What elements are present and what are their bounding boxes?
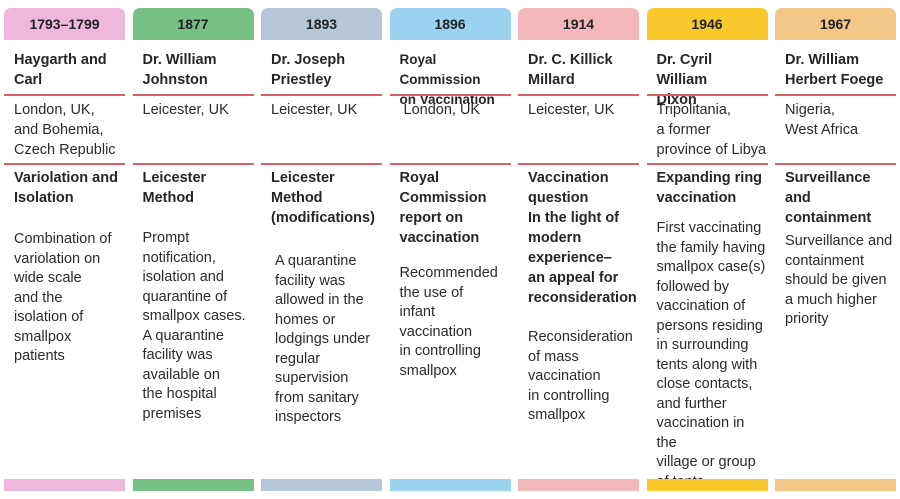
method-title: Vaccination question In the light of mod… bbox=[528, 170, 637, 306]
year-tab: 1914 bbox=[518, 8, 639, 40]
divider bbox=[389, 163, 511, 165]
timeline-column-1893: 1893 Dr. Joseph Priestley Leicester, UK … bbox=[261, 0, 382, 499]
divider bbox=[518, 94, 639, 96]
divider bbox=[518, 163, 639, 165]
year-tab: 1877 bbox=[132, 8, 254, 40]
divider bbox=[4, 94, 125, 96]
researcher-name: Dr. C. Killick Millard bbox=[528, 52, 613, 88]
year-footer-bar bbox=[4, 479, 125, 491]
method-description: Reconsideration of mass vaccination in c… bbox=[528, 329, 633, 423]
timeline-column-1793: 1793–1799 Haygarth and Carl London, UK, … bbox=[4, 0, 125, 499]
timeline-column-1946: 1946 Dr. Cyril William Dixon Tripolitani… bbox=[646, 0, 768, 499]
year-footer-bar bbox=[518, 479, 639, 491]
method-description: Recommended the use of infant vaccinatio… bbox=[399, 265, 498, 379]
method-title: Leicester Method (modifications) bbox=[271, 170, 375, 226]
method-title: Variolation and Isolation bbox=[14, 170, 118, 206]
researcher-name: Royal Commission on Vaccination bbox=[399, 52, 495, 107]
location: Leicester, UK bbox=[271, 102, 358, 118]
year-tab: 1793–1799 bbox=[4, 8, 125, 40]
location: London, UK, and Bohemia, Czech Republic bbox=[14, 102, 116, 158]
divider bbox=[775, 94, 896, 96]
year-footer-bar bbox=[646, 479, 768, 491]
year-footer-bar bbox=[132, 479, 254, 491]
year-footer-bar bbox=[775, 479, 896, 491]
divider bbox=[775, 163, 896, 165]
year-tab: 1946 bbox=[646, 8, 768, 40]
location: Tripolitania, a former province of Libya bbox=[656, 102, 767, 158]
researcher-name: Dr. Joseph Priestley bbox=[271, 52, 346, 88]
method-description: Surveillance and containment should be g… bbox=[785, 233, 893, 327]
divider bbox=[646, 94, 768, 96]
location: London, UK bbox=[403, 102, 481, 118]
timeline-column-1896: 1896 Royal Commission on Vaccination Lon… bbox=[389, 0, 511, 499]
method-description: Combination of variolation on wide scale… bbox=[14, 231, 112, 364]
divider bbox=[646, 163, 768, 165]
method-title: Leicester Method bbox=[142, 170, 207, 206]
year-footer-bar bbox=[389, 479, 511, 491]
timeline-column-1914: 1914 Dr. C. Killick Millard Leicester, U… bbox=[518, 0, 639, 499]
year-footer-bar bbox=[261, 479, 382, 491]
year-tab: 1896 bbox=[389, 8, 511, 40]
researcher-name: Dr. Cyril William Dixon bbox=[656, 52, 713, 108]
divider bbox=[261, 94, 382, 96]
method-description: Prompt notification, isolation and quara… bbox=[142, 230, 246, 422]
location: Leicester, UK bbox=[528, 102, 615, 118]
divider bbox=[389, 94, 511, 96]
method-title: Royal Commission report on vaccination bbox=[399, 170, 487, 246]
divider bbox=[4, 163, 125, 165]
timeline-column-1877: 1877 Dr. William Johnston Leicester, UK … bbox=[132, 0, 254, 499]
method-description: A quarantine facility was allowed in the… bbox=[275, 253, 371, 425]
year-tab: 1893 bbox=[261, 8, 382, 40]
divider bbox=[132, 94, 254, 96]
researcher-name: Dr. William Johnston bbox=[142, 52, 217, 88]
timeline-column-1967: 1967 Dr. William Herbert Foege Nigeria, … bbox=[775, 0, 896, 499]
method-title: Surveillance and containment bbox=[785, 170, 872, 226]
method-description: First vaccinating the family having smal… bbox=[656, 220, 766, 490]
researcher-name: Dr. William Herbert Foege bbox=[785, 52, 884, 88]
divider bbox=[132, 163, 254, 165]
researcher-name: Haygarth and Carl bbox=[14, 52, 107, 88]
location: Leicester, UK bbox=[142, 102, 229, 118]
year-tab: 1967 bbox=[775, 8, 896, 40]
divider bbox=[261, 163, 382, 165]
location: Nigeria, West Africa bbox=[785, 102, 859, 138]
method-title: Expanding ring vaccination bbox=[656, 170, 763, 206]
